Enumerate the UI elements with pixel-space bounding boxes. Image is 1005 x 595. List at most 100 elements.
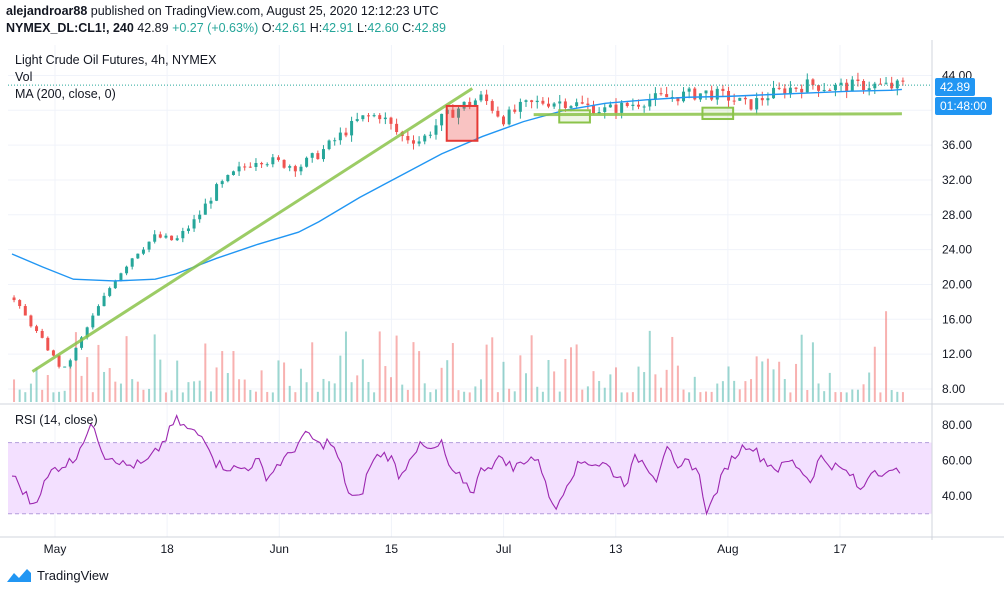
candle-body (620, 102, 624, 113)
volume-bar (41, 389, 44, 402)
volume-bar (97, 344, 100, 402)
candle-body (243, 166, 247, 168)
candle-body (625, 102, 629, 107)
volume-bar (350, 382, 353, 402)
candle-body (569, 106, 573, 108)
candle-body (794, 87, 798, 89)
price-tick-label: 16.00 (942, 312, 972, 326)
candle-body (586, 103, 590, 106)
volume-bar (333, 383, 336, 402)
volume-bar (856, 389, 859, 402)
candle-body (828, 89, 832, 91)
volume-bar (193, 381, 196, 402)
volume-bar (249, 389, 252, 402)
candle-body (850, 79, 854, 92)
volume-bar (592, 371, 595, 402)
volume-bar (586, 386, 589, 402)
brand-name[interactable]: TradingView (37, 567, 109, 583)
candle-body (530, 100, 534, 103)
candle-body (288, 166, 292, 168)
candle-body (878, 83, 882, 85)
ma-legend[interactable]: MA (200, close, 0) (15, 87, 116, 101)
volume-bar (423, 383, 426, 402)
volume-bar (187, 382, 190, 402)
candle-body (338, 132, 342, 141)
volume-bar (665, 369, 668, 402)
rsi-line (11, 414, 901, 516)
candle-body (760, 98, 764, 101)
candle-body (366, 115, 370, 117)
volume-bar (524, 373, 527, 402)
volume-bar (811, 342, 814, 402)
symbol: NYMEX_DL:CL1!, 240 (6, 21, 134, 35)
volume-bar (598, 380, 601, 402)
volume-bar (260, 370, 263, 402)
volume-bar (406, 389, 409, 402)
author[interactable]: alejandroar88 (6, 4, 88, 18)
volume-bar (783, 379, 786, 402)
volume-bar (181, 392, 184, 402)
open-label: O: (261, 21, 275, 35)
footer: TradingView (6, 567, 109, 583)
volume-bar (558, 391, 561, 402)
chart-title[interactable]: Light Crude Oil Futures, 4h, NYMEX (15, 53, 217, 67)
candle-body (575, 102, 579, 107)
price-tick-label: 24.00 (942, 243, 972, 257)
volume-bar (676, 365, 679, 402)
candle-body (603, 107, 607, 112)
volume-bar (198, 380, 201, 402)
candle-body (29, 315, 33, 327)
volume-bar (254, 391, 257, 402)
close-label: C: (402, 21, 415, 35)
candle-body (715, 88, 719, 100)
candle-body (248, 166, 252, 168)
candle-body (755, 98, 759, 110)
candle-body (108, 288, 112, 296)
candle-body (597, 111, 601, 114)
volume-bar (800, 334, 803, 402)
publish-line: alejandroar88 published on TradingView.c… (6, 4, 439, 18)
candle-body (361, 115, 365, 120)
volume-bar (440, 367, 443, 402)
price-tick-label: 20.00 (942, 277, 972, 291)
volume-bar (294, 392, 297, 402)
volume-bar (322, 378, 325, 402)
candle-body (676, 97, 680, 102)
candle-body (271, 157, 275, 165)
volume-bar (119, 383, 122, 402)
volume-bar (114, 381, 117, 402)
volume-bar (29, 383, 32, 402)
volume-bar (868, 372, 871, 402)
candle-body (96, 306, 100, 316)
trendline (31, 87, 474, 373)
low-label: L: (356, 21, 368, 35)
candle-body (226, 174, 230, 182)
high-value: 42.91 (322, 21, 354, 35)
volume-bar (761, 361, 764, 402)
close-value: 42.89 (414, 21, 446, 35)
candle-body (198, 214, 202, 220)
price-change: +0.27 (+0.63%) (172, 21, 259, 35)
ohlc-line: NYMEX_DL:CL1!, 240 42.89 +0.27 (+0.63%) … (6, 21, 446, 35)
candle-body (102, 295, 106, 307)
rsi-legend[interactable]: RSI (14, close) (15, 413, 98, 427)
candle-body (136, 253, 140, 259)
candle-body (665, 94, 669, 98)
vol-legend[interactable]: Vol (15, 70, 33, 84)
candle-body (513, 109, 517, 112)
candle-body (141, 249, 145, 254)
candle-body (817, 85, 821, 91)
candle-body (552, 103, 556, 107)
volume-bar (80, 375, 83, 402)
volume-bar (530, 335, 533, 402)
time-tick-label: May (44, 542, 67, 556)
volume-bar (142, 389, 145, 402)
volume-bar (631, 392, 634, 402)
candle-body (35, 326, 39, 331)
ma-line (11, 88, 902, 282)
volume-bar (705, 391, 708, 402)
red-highlight-box (445, 104, 479, 142)
candle-body (383, 117, 387, 120)
candle-body (203, 203, 207, 215)
candle-body (805, 79, 809, 93)
